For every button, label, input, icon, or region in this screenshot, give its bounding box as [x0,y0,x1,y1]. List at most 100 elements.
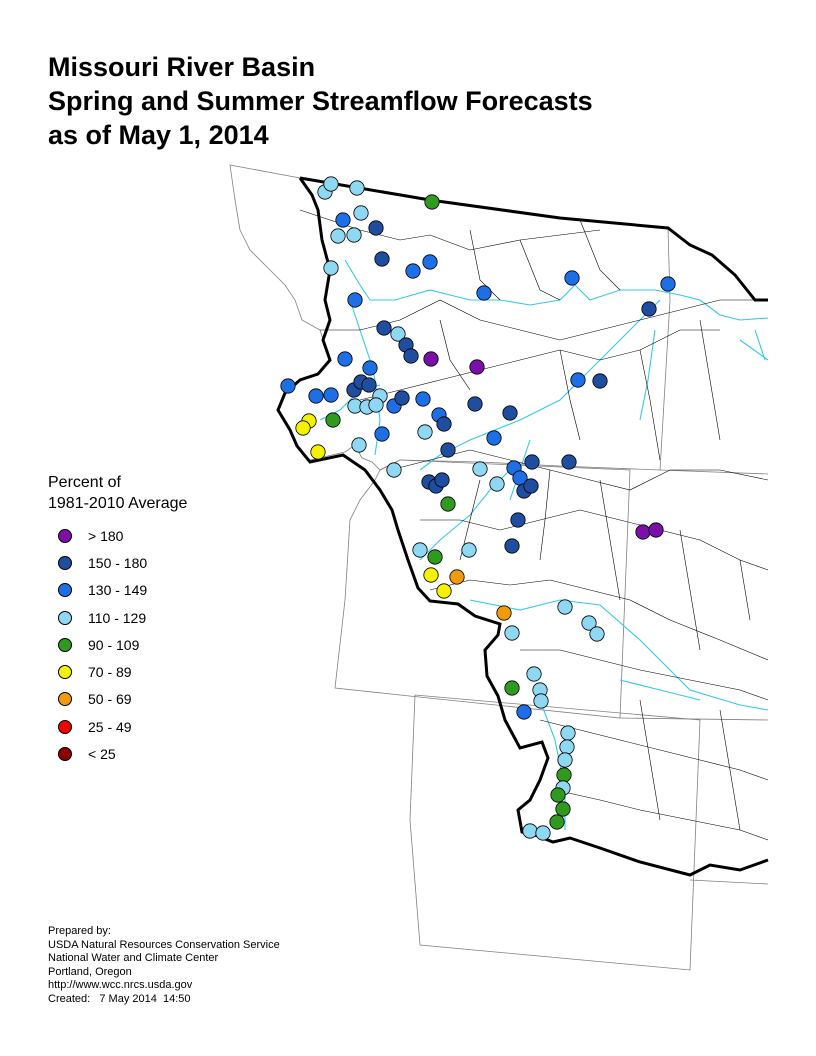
station-marker [386,462,402,478]
station-marker [581,615,597,631]
station-marker [427,549,443,565]
station-marker [556,767,572,783]
legend-label: < 25 [88,746,116,763]
legend-swatch [58,528,72,543]
station-marker [535,825,551,841]
legend-label: 150 - 180 [88,554,148,571]
station-marker [660,276,676,292]
station-marker [323,176,339,192]
legend-swatch [58,719,72,734]
station-marker [549,814,565,830]
station-marker [635,524,651,540]
legend-item: 130 - 149 [58,577,187,604]
station-marker [436,583,452,599]
map-title: Missouri River Basin Spring and Summer S… [48,50,593,152]
station-marker [361,377,377,393]
station-marker [436,416,452,432]
station-marker [524,454,540,470]
station-marker [504,625,520,641]
station-marker [349,180,365,196]
station-marker [412,542,428,558]
station-marker [374,426,390,442]
station-marker [496,605,512,621]
station-marker [555,801,571,817]
credit-agency: USDA Natural Resources Conservation Serv… [48,938,280,951]
station-marker [347,292,363,308]
station-marker [423,567,439,583]
station-marker [467,396,483,412]
station-marker [415,391,431,407]
station-marker [368,397,384,413]
station-marker [641,301,657,317]
legend-item: 110 - 129 [58,604,187,631]
station-marker [461,542,477,558]
credit-center: National Water and Climate Center [48,952,219,964]
title-line-1: Missouri River Basin [48,52,316,82]
missouri-basin-outline [276,176,769,877]
kansas-line [689,879,769,885]
legend-swatch [58,555,72,570]
station-marker [526,666,542,682]
station-marker [417,424,433,440]
station-marker [472,461,488,477]
legend-swatch [58,692,72,707]
station-marker [476,285,492,301]
legend-swatch [58,747,72,762]
station-marker [353,205,369,221]
station-marker [394,390,410,406]
station-marker [323,260,339,276]
legend: Percent of 1981-2010 Average > 180 150 - … [48,472,187,768]
station-marker [564,270,580,286]
station-marker [557,752,573,768]
title-line-2: Spring and Summer Streamflow Forecasts [48,86,593,116]
station-marker [533,693,549,709]
station-marker [362,360,378,376]
station-marker [486,430,502,446]
legend-swatch [58,637,72,652]
station-marker [504,538,520,554]
station-marker [561,454,577,470]
station-marker [403,348,419,364]
station-marker [346,227,362,243]
dakota-river [739,339,769,361]
platte-river [469,599,769,711]
station-marker [469,359,485,375]
forecast-stations [280,176,676,841]
james-river [754,329,766,361]
legend-item: < 25 [58,740,187,767]
station-marker [423,351,439,367]
station-marker [434,472,450,488]
station-marker [559,739,575,755]
station-marker [522,823,538,839]
credit-prepared-by: Prepared by: [48,925,111,937]
legend-label: 110 - 129 [88,609,147,626]
legend-label: 70 - 89 [88,664,132,681]
station-marker [592,373,608,389]
station-marker [295,420,311,436]
station-marker [449,569,465,585]
station-marker [390,326,406,342]
station-marker [335,212,351,228]
credits: Prepared by: USDA Natural Resources Cons… [48,925,280,1006]
station-marker [310,444,326,460]
station-marker [374,251,390,267]
niobrara-river [619,679,701,701]
legend-title-line-1: Percent of [48,474,121,491]
legend-item: 70 - 89 [58,658,187,685]
legend-label: > 180 [88,527,124,544]
legend-swatch [58,665,72,680]
legend-item: 90 - 109 [58,631,187,658]
missouri-river [344,259,769,321]
station-marker [308,388,324,404]
station-marker [405,263,421,279]
station-marker [648,522,664,538]
legend-item: 50 - 69 [58,686,187,713]
station-marker [325,412,341,428]
station-marker [440,442,456,458]
credit-location: Portland, Oregon [48,965,132,978]
legend-item: > 180 [58,522,187,549]
station-marker [560,725,576,741]
station-marker [323,387,339,403]
station-marker [510,512,526,528]
milk-river [639,329,656,421]
